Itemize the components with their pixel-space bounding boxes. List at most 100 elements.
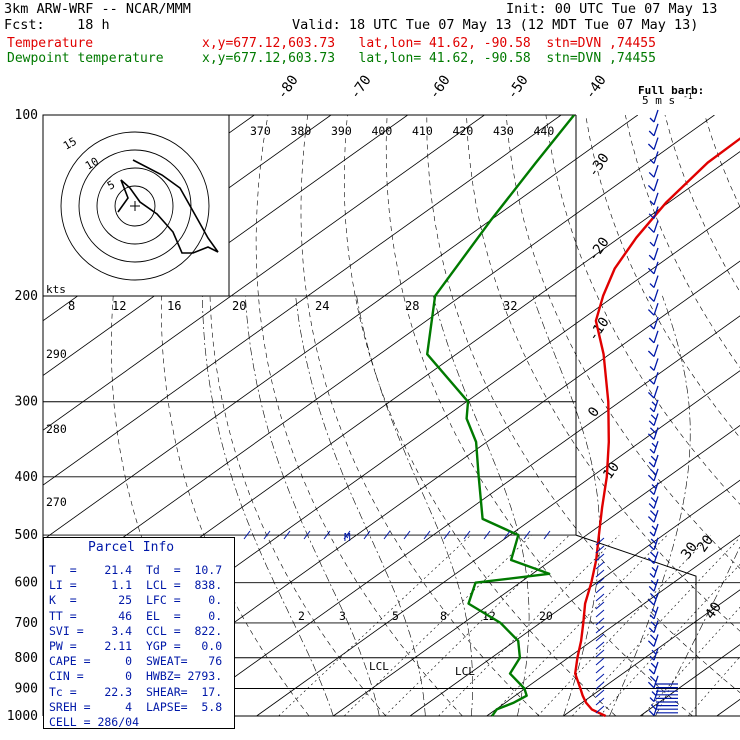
lower-right-frame [575, 534, 697, 716]
dry-adiabat-line [426, 115, 740, 693]
isotherm-line [716, 698, 740, 717]
parcel-info-right-value: EL = 0. [146, 608, 223, 623]
wind-barb [595, 633, 605, 642]
dry-adiabat-line [110, 115, 233, 717]
pressure-label: 500 [15, 528, 38, 543]
parcel-info-right-value: LAPSE= 5.8 [146, 699, 223, 714]
wind-barb [503, 530, 511, 540]
wind-barb [403, 530, 411, 540]
moist-adiabat-line [532, 295, 601, 717]
mixing-ratio-label: 8 [68, 299, 75, 313]
moist-adiabat-line [609, 295, 691, 717]
parcel-info-left-value: CAPE = 0 [49, 654, 133, 669]
theta-label: 370 [250, 124, 271, 138]
moist-adiabat-line [295, 295, 426, 717]
isotherm-line [102, 260, 740, 717]
wind-barb [648, 371, 659, 385]
wind-barb [647, 634, 659, 647]
mixing-ratio-line [641, 606, 740, 717]
wind-barb [648, 620, 659, 634]
mixing-ratio-label: 8 [440, 609, 447, 623]
theta-label: 270 [46, 495, 67, 509]
wind-barb [595, 553, 605, 562]
wind-barb [647, 551, 659, 565]
pressure-label: 800 [15, 651, 38, 666]
isotherm-line [563, 589, 740, 717]
parcel-info-row: LI = 1.1 LCL = 838. [49, 578, 222, 593]
theta-label: 290 [46, 347, 67, 361]
dry-adiabat-line [545, 115, 740, 505]
parcel-info-right-value: LFC = 0. [146, 593, 223, 608]
parcel-info-left-value: SREH = 4 [49, 699, 133, 714]
parcel-info-row: TT = 46 EL = 0. [49, 608, 222, 623]
wind-barb [243, 530, 251, 540]
wind-barb [649, 233, 659, 247]
mixing-ratio-label: 28 [405, 299, 419, 313]
wind-barb [595, 697, 605, 706]
hodograph-ring [60, 131, 210, 281]
parcel-info-left-value: PW = 2.11 [49, 639, 133, 653]
wind-barb [649, 151, 659, 164]
pressure-label: 200 [15, 289, 38, 304]
wind-barb [595, 593, 605, 602]
isotherm-label: -50 [504, 72, 532, 102]
isotherm-line [409, 479, 740, 717]
wind-barb [649, 565, 659, 578]
isotherm-line [333, 425, 740, 717]
parcel-info-left-value: CELL = 286/04 [49, 715, 140, 729]
pressure-label: 300 [15, 395, 38, 410]
init-time: Init: 00 UTC Tue 07 May 13 [506, 1, 718, 17]
parcel-info-right-value: Td = 10.7 [146, 563, 223, 577]
wind-barb [649, 647, 659, 661]
dewpoint-location-info: x,y=677.12,603.73 lat,lon= 41.62, -90.58… [202, 51, 656, 66]
isotherm-line [43, 115, 639, 541]
moist-adiabat-line [245, 295, 380, 717]
wind-barb [283, 530, 291, 540]
moist-adiabat-line [356, 295, 473, 717]
wind-barb [595, 657, 605, 666]
wind-barb [648, 496, 659, 509]
dry-adiabat-line [385, 115, 693, 717]
forecast-hour: Fcst: 18 h [4, 17, 110, 33]
wind-barb [363, 530, 371, 540]
isotherm-line [256, 370, 740, 717]
parcel-info-right-value: SWEAT= 76 [146, 654, 223, 669]
theta-label: 440 [534, 124, 555, 138]
parcel-info-row: CAPE = 0 SWEAT= 76 [49, 654, 222, 669]
parcel-info-row: K = 25 LFC = 0. [49, 594, 222, 607]
wind-barb [647, 220, 659, 233]
wind-barb [647, 509, 659, 523]
mixing-ratio-label: 16 [167, 299, 181, 313]
theta-label: 400 [372, 124, 393, 138]
wind-barb [649, 482, 659, 496]
wind-barb [303, 530, 311, 540]
wind-barb [523, 530, 531, 540]
theta-label: 430 [493, 124, 514, 138]
wind-barb [647, 261, 659, 275]
wind-barb [649, 192, 659, 206]
theta-label: 380 [291, 124, 312, 138]
wind-barb [595, 617, 605, 626]
isotherm-label: -30 [585, 150, 613, 180]
isotherm-line [179, 315, 740, 717]
mixing-ratio-label: 20 [539, 609, 553, 623]
pressure-label: 600 [15, 576, 38, 591]
wind-barb [263, 530, 271, 540]
parcel-info-left-value: TT = 46 [49, 608, 133, 623]
isotherm-label: 20 [694, 532, 717, 555]
wind-barb [647, 302, 659, 316]
mixing-ratio-line [438, 534, 620, 717]
wind-barb [648, 289, 659, 302]
parcel-info-row: Tc = 22.3 SHEAR= 17. [49, 685, 222, 699]
isotherm-label: -60 [426, 72, 454, 102]
mixing-ratio-line [571, 537, 740, 717]
wind-barb [595, 665, 605, 674]
wind-barb [648, 330, 659, 344]
parcel-info-left-value: LI = 1.1 [49, 578, 133, 593]
wind-barb [648, 661, 659, 675]
dry-adiabat-line [343, 115, 617, 717]
wind-barb [595, 649, 605, 658]
dry-adiabat-line [585, 115, 740, 439]
pressure-label: 100 [15, 108, 38, 123]
wind-barb [648, 206, 659, 220]
